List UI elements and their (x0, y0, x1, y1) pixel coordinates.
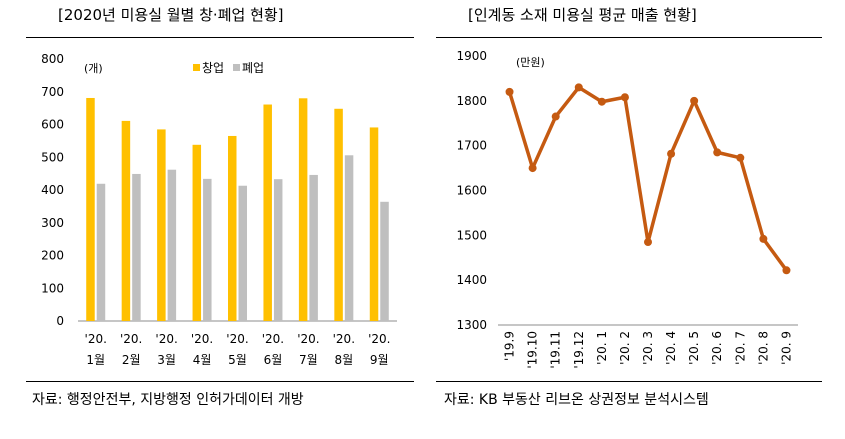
y-tick-label: 600 (41, 118, 64, 132)
data-point (551, 112, 560, 121)
bar-close (167, 169, 177, 321)
bar-open (298, 98, 308, 321)
top-rule-right (436, 37, 822, 38)
x-tick-label-month: 9월 (370, 353, 389, 367)
x-tick-label-year: '20. (333, 332, 355, 346)
bar-open (228, 135, 237, 321)
x-tick-label: '20. 4 (664, 331, 678, 365)
data-point (574, 83, 583, 92)
bar-open (334, 108, 343, 321)
x-tick-label-year: '20. (368, 332, 390, 346)
x-tick-label-month: 6월 (264, 353, 283, 367)
legend-swatch (193, 64, 200, 71)
bar-close (132, 173, 141, 321)
bar-close (238, 185, 247, 321)
y-tick-label: 500 (41, 150, 64, 164)
x-tick-label: '19.11 (549, 331, 563, 369)
x-tick-label-month: 4월 (193, 353, 212, 367)
y-tick-label: 1600 (456, 184, 487, 198)
data-point (597, 97, 606, 106)
x-tick-label: '19.12 (572, 331, 586, 369)
y-tick-label: 1700 (456, 139, 487, 153)
data-point (736, 153, 745, 162)
x-tick-label-year: '20. (85, 332, 107, 346)
y-tick-label: 700 (41, 85, 64, 99)
y-tick-label: 1300 (456, 318, 487, 332)
bar-close (380, 201, 389, 321)
x-tick-label: '20. 1 (595, 331, 609, 365)
data-point (690, 96, 699, 105)
y-tick-label: 0 (56, 314, 64, 328)
data-point (505, 87, 514, 96)
x-tick-label: '20. 6 (710, 331, 724, 365)
unit-label: (만원) (516, 56, 545, 69)
bar-close (344, 155, 354, 321)
x-tick-label: '19.9 (503, 331, 517, 361)
left-source: 자료: 행정안전부, 지방행정 인허가데이터 개방 (32, 392, 304, 408)
x-tick-label-month: 5월 (228, 353, 247, 367)
x-tick-label-year: '20. (155, 332, 177, 346)
bottom-rule (26, 381, 414, 382)
legend-label: 창업 (202, 61, 224, 75)
bottom-rule-right (436, 381, 822, 382)
data-point (782, 266, 791, 275)
y-tick-label: 1500 (456, 228, 487, 242)
data-point (620, 93, 629, 102)
y-tick-label: 1800 (456, 94, 487, 108)
y-tick-label: 400 (41, 183, 64, 197)
x-tick-label-month: 7월 (299, 353, 318, 367)
bar-open (157, 129, 166, 321)
x-tick-label: '20. 2 (618, 331, 632, 365)
y-tick-label: 1900 (456, 49, 487, 63)
x-tick-label: '20. 7 (733, 331, 747, 365)
right-source: 자료: KB 부동산 리브온 상권정보 분석시스템 (444, 392, 709, 408)
data-point (667, 149, 676, 158)
x-tick-label-year: '20. (191, 332, 213, 346)
data-point (759, 234, 768, 243)
bar-close (96, 183, 106, 321)
y-tick-label: 100 (41, 281, 64, 295)
data-point (644, 238, 652, 247)
x-tick-label-month: 1월 (86, 353, 105, 367)
bar-open (369, 127, 379, 321)
x-tick-label: '20. 5 (687, 331, 701, 365)
bar-close (273, 179, 283, 321)
y-tick-label: 1400 (456, 273, 487, 287)
x-tick-label-month: 2월 (122, 353, 141, 367)
left-title: [2020년 미용실 월별 창·폐업 현황] (58, 6, 284, 24)
x-tick-label: '20. 9 (779, 331, 793, 365)
bar-open (263, 104, 272, 322)
x-tick-label-year: '20. (120, 332, 142, 346)
x-tick-label-month: 8월 (334, 353, 353, 367)
x-tick-label-year: '20. (262, 332, 284, 346)
right-title: [인계동 소재 미용실 평균 매출 현황] (468, 6, 697, 24)
x-tick-label-year: '20. (226, 332, 248, 346)
x-tick-label-year: '20. (297, 332, 319, 346)
bar-open (192, 144, 202, 321)
bar-open (86, 97, 95, 321)
x-tick-label: '19.10 (526, 331, 540, 369)
bar-close (203, 178, 212, 321)
bar-open (121, 120, 131, 322)
legend-swatch (233, 64, 240, 71)
x-tick-label: '20. 8 (756, 331, 770, 365)
y-tick-label: 200 (41, 249, 64, 263)
x-tick-label-month: 3월 (157, 353, 176, 367)
unit-label: (개) (84, 62, 103, 75)
bar-close (309, 174, 318, 321)
data-point (713, 148, 722, 157)
data-point (528, 164, 537, 173)
x-tick-label: '20. 3 (641, 331, 655, 365)
top-rule (26, 37, 414, 38)
y-tick-label: 300 (41, 216, 64, 230)
y-tick-label: 800 (41, 52, 64, 66)
legend-label: 폐업 (242, 61, 264, 75)
